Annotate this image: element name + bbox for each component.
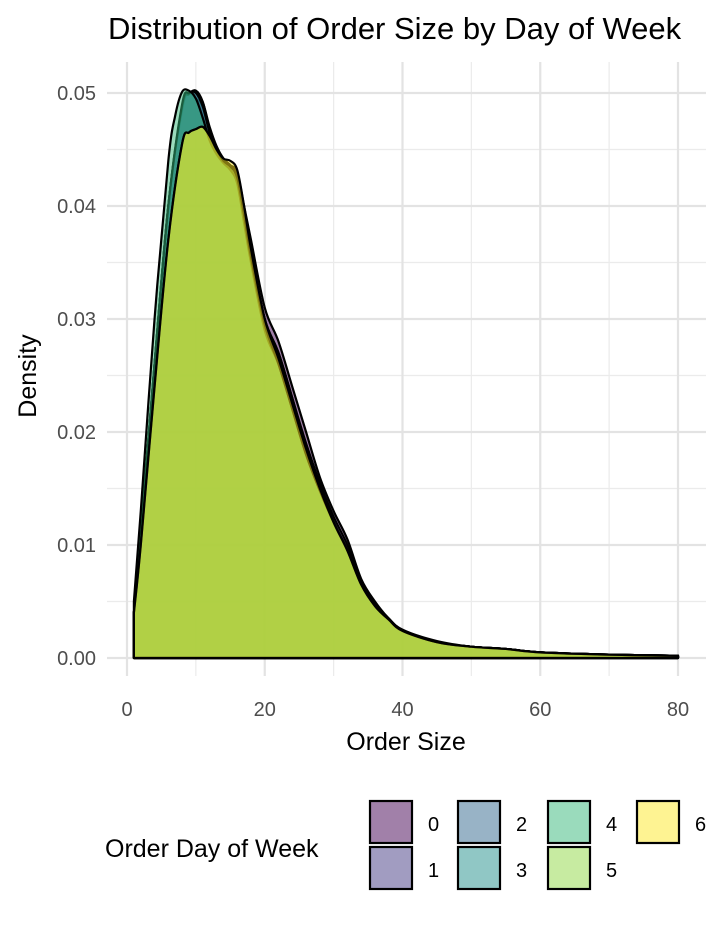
y-tick-label: 0.05 [57,83,96,105]
legend-label-day-1: 1 [428,860,439,882]
legend-label-day-6: 6 [695,814,706,836]
legend-key-day-2 [456,799,502,845]
legend-title: Order Day of Week [105,835,319,863]
legend-key-day-1 [368,845,414,891]
x-tick-label: 20 [254,699,276,721]
chart-title: Distribution of Order Size by Day of Wee… [108,11,682,46]
density-areas [132,88,680,660]
x-tick-label: 80 [667,699,689,721]
x-tick-label: 60 [529,699,551,721]
x-tick-label: 0 [121,699,132,721]
legend-key-day-5 [546,845,592,891]
x-axis-tick-labels: 0 20 40 60 80 [121,699,689,721]
legend-key-day-0 [368,799,414,845]
legend: 0 1 2 3 4 5 6 [368,799,706,891]
y-axis-label: Density [14,334,42,418]
x-axis-label: Order Size [346,728,465,756]
legend-label-day-3: 3 [516,860,527,882]
y-tick-label: 0.03 [57,309,96,331]
density-area-day-6 [132,125,680,660]
y-tick-label: 0.01 [57,535,96,557]
y-tick-label: 0.04 [57,196,96,218]
y-tick-label: 0.02 [57,422,96,444]
legend-label-day-5: 5 [606,860,617,882]
y-axis-tick-labels: 0.00 0.01 0.02 0.03 0.04 0.05 [57,83,96,670]
legend-key-day-6 [635,799,681,845]
legend-label-day-2: 2 [516,814,527,836]
legend-label-day-4: 4 [606,814,617,836]
x-tick-label: 40 [391,699,413,721]
legend-key-day-3 [456,845,502,891]
legend-label-day-0: 0 [428,814,439,836]
legend-key-day-4 [546,799,592,845]
y-tick-label: 0.00 [57,648,96,670]
